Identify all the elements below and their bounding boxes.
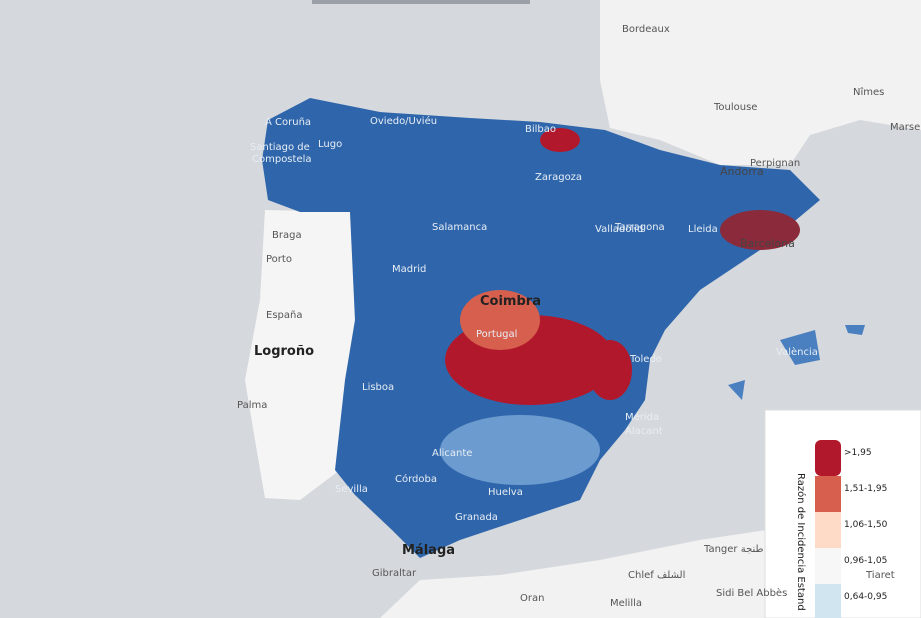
place-label: Tiaret <box>865 570 895 581</box>
place-label: Salamanca <box>432 222 487 233</box>
place-label: Braga <box>272 230 302 241</box>
legend-title: Razón de Incidencia Estand <box>795 473 807 611</box>
place-label: Gibraltar <box>372 568 417 579</box>
place-label: Granada <box>455 512 498 523</box>
place-label: Alicante <box>432 448 472 459</box>
legend-swatch <box>815 440 841 476</box>
place-label: Valladolid <box>595 224 643 235</box>
place-label: Marse <box>890 122 920 133</box>
place-label: Lisboa <box>362 382 394 393</box>
place-label: Barcelona <box>740 237 795 250</box>
portugal <box>245 210 355 500</box>
place-label: Málaga <box>402 543 455 558</box>
high-incidence-area <box>540 128 580 152</box>
legend-swatch <box>815 512 841 548</box>
place-label: Melilla <box>610 598 642 609</box>
place-label: Madrid <box>392 264 426 275</box>
place-label: Compostela <box>252 154 312 165</box>
search-shadow <box>312 0 530 4</box>
legend <box>764 409 921 618</box>
place-label: Perpignan <box>750 158 800 169</box>
place-label: Nîmes <box>853 86 884 98</box>
place-label: Tanger طنجة <box>703 544 764 555</box>
legend-label: 0,96-1,05 <box>844 556 887 566</box>
legend-swatch <box>815 584 841 618</box>
place-label: Santiago de <box>250 142 310 153</box>
place-label: Sidi Bel Abbès <box>716 587 787 599</box>
place-label: M'Sila <box>0 0 29 3</box>
france <box>600 0 921 165</box>
place-label: Oviedo/Uviéu <box>370 115 437 127</box>
legend-swatch <box>815 548 841 584</box>
place-label: Huelva <box>488 487 523 498</box>
place-label: Andorra <box>720 165 764 178</box>
place-label: España <box>266 310 302 321</box>
place-label: Alacant <box>625 426 663 437</box>
place-label: València <box>776 346 818 358</box>
legend-label: >1,95 <box>844 448 872 458</box>
high-incidence-area <box>588 340 632 400</box>
high-incidence-area <box>460 290 540 350</box>
place-label: Bilbao <box>525 124 556 135</box>
legend-label: 1,51-1,95 <box>844 484 887 494</box>
place-label: Toledo <box>629 354 662 365</box>
place-label: Oran <box>520 593 544 604</box>
balearics <box>780 330 820 365</box>
place-label: Tarragona <box>614 222 665 233</box>
place-label: Chlef الشلف <box>628 570 685 581</box>
place-label: Lugo <box>318 139 342 150</box>
place-label: Portugal <box>476 329 517 340</box>
legend-label: 0,64-0,95 <box>844 592 887 602</box>
place-label: Córdoba <box>395 473 437 485</box>
place-label: Bordeaux <box>622 24 670 35</box>
place-label: Toulouse <box>713 102 757 113</box>
menorca <box>845 325 865 335</box>
place-label: Logroño <box>254 344 314 359</box>
legend-label: 1,06-1,50 <box>844 520 888 530</box>
legend-swatch <box>815 476 841 512</box>
ibiza <box>728 380 745 400</box>
place-label: Porto <box>266 254 292 265</box>
place-label: Mérida <box>625 411 659 423</box>
place-label: Coimbra <box>480 294 541 309</box>
place-label: Palma <box>237 400 267 411</box>
place-label: Sevilla <box>335 484 368 495</box>
place-label: A Coruña <box>265 117 311 128</box>
low-incidence-area <box>440 415 600 485</box>
place-label: Zaragoza <box>535 172 582 183</box>
mixed-area <box>720 210 800 250</box>
place-label: Lleida <box>688 224 718 235</box>
